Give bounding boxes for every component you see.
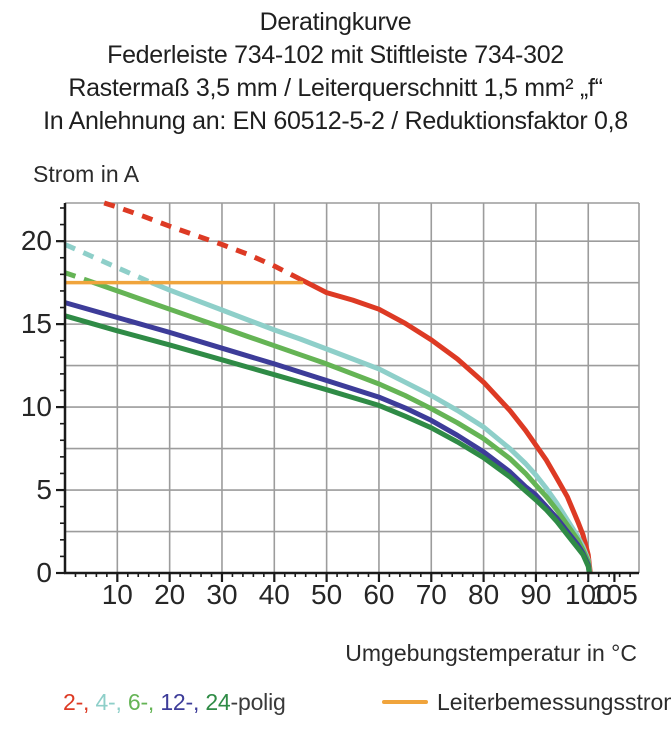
y-tick-label: 20 [21, 225, 52, 256]
x-tick-label: 20 [154, 579, 185, 610]
curve-4-polig [150, 280, 593, 574]
x-tick-label: 90 [520, 579, 551, 610]
curve-6-polig [92, 280, 593, 574]
x-tick-label: 80 [468, 579, 499, 610]
x-tick-label: 70 [416, 579, 447, 610]
x-tick-label: 40 [259, 579, 290, 610]
y-tick-label: 5 [36, 474, 52, 505]
legend-part: 12-, [160, 689, 206, 715]
x-tick-label: 60 [363, 579, 394, 610]
y-axis-label: Strom in A [33, 161, 140, 187]
legend-row: 2-, 4-, 6-, 12-, 24-polig Leiterbemessun… [0, 689, 671, 725]
curve-4-polig-dashed [63, 242, 153, 285]
x-tick-label: 50 [311, 579, 342, 610]
legend-part: -polig [230, 689, 286, 715]
y-tick-label: 10 [21, 391, 52, 422]
title-line-1: Deratingkurve [259, 8, 412, 36]
legend-part: 24 [205, 689, 231, 715]
legend-part: 4-, [95, 689, 128, 715]
reference-line-swatch [382, 700, 428, 704]
curve-2-polig [299, 277, 593, 574]
reference-line-label: Leiterbemessungsstrom [437, 689, 671, 715]
legend-part: 6-, [127, 689, 161, 715]
x-tick-label: 10 [102, 579, 133, 610]
x-tick-label: 105 [591, 579, 638, 610]
x-tick-label: 30 [206, 579, 237, 610]
legend-part: 2-, [63, 689, 96, 715]
curve-24-polig [64, 313, 592, 574]
y-tick-label: 15 [21, 308, 52, 339]
x-axis-label: Umgebungstemperatur in °C [345, 640, 637, 666]
y-tick-label: 0 [36, 557, 52, 588]
title-line-3: Rastermaß 3,5 mm / Leiterquerschnitt 1,5… [68, 74, 603, 102]
title-line-4: In Anlehnung an: EN 60512-5-2 / Reduktio… [43, 107, 628, 135]
curve-2-polig-dashed [103, 200, 302, 282]
x-tick-label: 100 [565, 579, 612, 610]
chart-title-block: Deratingkurve Federleiste 734-102 mit St… [0, 6, 671, 138]
legend-series: 2-, 4-, 6-, 12-, 24-polig [63, 689, 286, 716]
title-line-2: Federleiste 734-102 mit Stiftleiste 734-… [107, 41, 564, 69]
